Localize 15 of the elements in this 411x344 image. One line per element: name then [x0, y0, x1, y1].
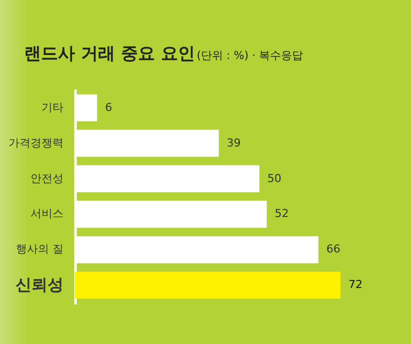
- y-tick-label: 안전성: [30, 172, 64, 185]
- data-label: 72: [348, 278, 362, 292]
- y-tick-label: 서비스: [30, 207, 64, 220]
- y-tick-label: 가격경쟁력: [8, 136, 64, 150]
- chart-title: 랜드사 거래 중요 요인: [24, 44, 195, 64]
- y-tick-label: 신뢰성: [16, 275, 64, 294]
- bar: [75, 272, 340, 299]
- y-tick-label: 기타: [42, 100, 64, 114]
- chart-subtitle: (단위 : %) · 복수응답: [196, 49, 303, 62]
- data-label: 39: [226, 136, 241, 150]
- data-label: 50: [267, 172, 282, 185]
- data-label: 6: [105, 100, 112, 114]
- data-label: 66: [326, 242, 340, 256]
- y-tick-label: 행사의 질: [16, 242, 64, 256]
- data-label: 52: [274, 207, 289, 220]
